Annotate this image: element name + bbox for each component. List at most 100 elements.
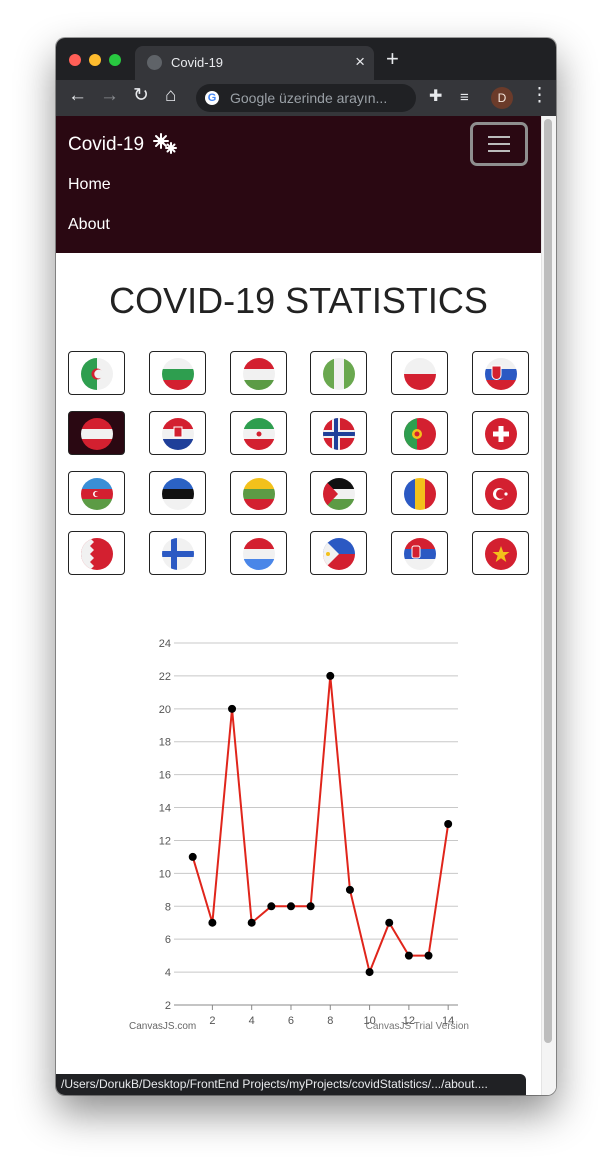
profile-avatar[interactable]: D (491, 87, 513, 109)
flag-button-azerbaijan[interactable] (68, 471, 125, 515)
flag-button-turkey[interactable] (472, 471, 529, 515)
page-title: COVID-19 STATISTICS (109, 280, 488, 321)
y-tick-label: 2 (165, 1000, 171, 1012)
x-tick-label: 6 (288, 1015, 294, 1027)
flag-button-slovakia[interactable] (472, 351, 529, 395)
flag-button-serbia[interactable] (391, 531, 448, 575)
x-tick-label: 12 (403, 1015, 415, 1027)
flag-estonia-icon (162, 478, 194, 510)
data-point (444, 820, 453, 828)
nav-link-about[interactable]: About (68, 216, 110, 233)
flag-lithuania-icon (243, 478, 275, 510)
x-tick-label: 8 (327, 1015, 333, 1027)
data-point (306, 902, 315, 911)
flag-button-austria[interactable] (68, 411, 125, 455)
flag-croatia-icon (162, 418, 194, 450)
series-line (191, 675, 450, 976)
flag-slovakia-icon (485, 358, 517, 390)
data-point (326, 671, 335, 680)
y-tick-label: 22 (159, 671, 171, 683)
navbar-toggle-button[interactable] (470, 122, 528, 166)
data-point (267, 902, 276, 911)
more-menu-icon[interactable]: ⋮ (530, 85, 549, 106)
extensions-puzzle-icon[interactable]: ✚ (429, 88, 443, 105)
flag-hungary-icon (243, 358, 275, 390)
flag-button-nigeria[interactable] (310, 351, 367, 395)
tab-title: Covid-19 (171, 55, 224, 70)
y-tick-label: 12 (159, 835, 171, 847)
page-viewport: Covid-19 Home About COVID-19 STATISTICS … (56, 116, 556, 1095)
y-tick-label: 24 (159, 638, 171, 650)
nav-link-home[interactable]: Home (68, 176, 111, 193)
flag-poland-icon (404, 358, 436, 390)
flag-portugal-icon (404, 418, 436, 450)
google-logo-icon: G (205, 91, 219, 105)
y-tick-label: 14 (159, 803, 171, 815)
address-bar-placeholder: Google üzerinde arayın... (230, 90, 388, 106)
flag-button-bahrain[interactable] (68, 531, 125, 575)
y-tick-label: 6 (165, 934, 171, 946)
y-tick-label: 10 (159, 868, 171, 880)
virus-gears-icon (153, 133, 177, 154)
flag-vietnam-icon (485, 538, 517, 570)
flag-turkey-icon (485, 478, 517, 510)
flag-palestine-icon (323, 478, 355, 510)
flag-button-lithuania[interactable] (230, 471, 287, 515)
data-point (404, 951, 413, 960)
flag-button-romania[interactable] (391, 471, 448, 515)
x-tick-label: 4 (249, 1015, 255, 1027)
flag-button-croatia[interactable] (149, 411, 206, 455)
flag-philippines-icon (323, 538, 355, 570)
status-bar-url: /Users/DorukB/Desktop/FrontEnd Projects/… (56, 1074, 526, 1095)
flag-button-switzerland[interactable] (472, 411, 529, 455)
flag-norway-icon (323, 418, 355, 450)
browser-window: Covid-19 × + ← → ↻ ⌂ G Google üzerinde a… (56, 38, 556, 1095)
flag-bahrain-icon (81, 538, 113, 570)
flag-button-bulgaria[interactable] (149, 351, 206, 395)
flag-button-iran[interactable] (230, 411, 287, 455)
x-tick-label: 14 (442, 1015, 454, 1027)
flag-button-poland[interactable] (391, 351, 448, 395)
data-point (286, 902, 295, 911)
flag-switzerland-icon (485, 418, 517, 450)
data-point (424, 951, 433, 960)
data-point (188, 852, 197, 861)
flag-button-estonia[interactable] (149, 471, 206, 515)
forward-arrow-icon[interactable]: → (100, 85, 119, 106)
active-tab[interactable]: Covid-19 × (135, 46, 374, 80)
flag-button-philippines[interactable] (310, 531, 367, 575)
close-window-button[interactable] (69, 54, 81, 66)
data-point (345, 885, 354, 894)
x-tick-label: 2 (209, 1015, 215, 1027)
back-arrow-icon[interactable]: ← (68, 85, 87, 106)
new-tab-plus-icon[interactable]: + (386, 46, 399, 71)
y-tick-label: 18 (159, 737, 171, 749)
vertical-scrollbar-thumb[interactable] (544, 119, 552, 1043)
flag-button-norway[interactable] (310, 411, 367, 455)
flag-button-algeria[interactable] (68, 351, 125, 395)
media-control-icon[interactable]: ≡ (460, 89, 469, 106)
address-bar[interactable]: G Google üzerinde arayın... (196, 84, 416, 112)
flag-button-palestine[interactable] (310, 471, 367, 515)
flag-bulgaria-icon (162, 358, 194, 390)
brand-link[interactable]: Covid-19 (68, 134, 145, 155)
flag-button-portugal[interactable] (391, 411, 448, 455)
x-tick-label: 10 (363, 1015, 375, 1027)
maximize-window-button[interactable] (109, 54, 121, 66)
globe-icon (147, 55, 162, 70)
data-point (385, 918, 394, 927)
tab-close-icon[interactable]: × (355, 52, 365, 71)
flag-button-hungary[interactable] (230, 351, 287, 395)
flag-button-netherlands[interactable] (230, 531, 287, 575)
flag-button-finland[interactable] (149, 531, 206, 575)
home-icon[interactable]: ⌂ (165, 85, 177, 106)
flag-austria-icon (81, 418, 113, 450)
y-tick-label: 4 (165, 967, 171, 979)
minimize-window-button[interactable] (89, 54, 101, 66)
flag-finland-icon (162, 538, 194, 570)
flag-button-vietnam[interactable] (472, 531, 529, 575)
flag-nigeria-icon (323, 358, 355, 390)
tab-strip: Covid-19 × + (56, 38, 556, 80)
reload-icon[interactable]: ↻ (133, 85, 149, 106)
